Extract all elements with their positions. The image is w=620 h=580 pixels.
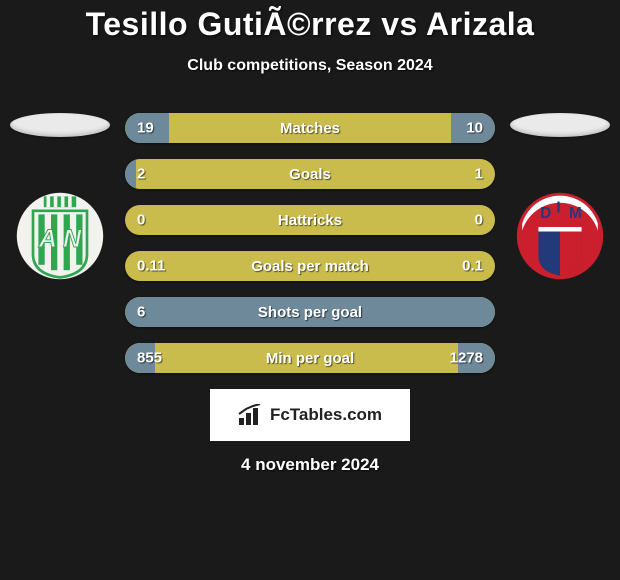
- stat-value-right: 0: [475, 212, 483, 229]
- stats-bars: 19Matches102Goals10Hattricks00.11Goals p…: [125, 113, 495, 373]
- svg-text:I: I: [556, 200, 560, 217]
- stat-value-right: 1278: [450, 350, 483, 367]
- stat-label: Goals per match: [251, 258, 369, 275]
- left-flag-icon: [10, 113, 110, 137]
- right-club-logo: D I M: [515, 191, 605, 281]
- stat-label: Hattricks: [278, 212, 342, 229]
- branding-badge: FcTables.com: [210, 389, 410, 441]
- stat-label: Shots per goal: [258, 304, 362, 321]
- stat-row: 19 Matches 10: [125, 113, 495, 143]
- stat-value-right: 1: [475, 166, 483, 183]
- stat-value-left: 0.11: [137, 258, 165, 275]
- comparison-content: A N D I M 19Matches102Goals10Hattricks00…: [0, 113, 620, 373]
- left-club-logo: A N: [15, 191, 105, 281]
- atletico-nacional-icon: A N: [15, 191, 105, 281]
- svg-text:M: M: [569, 205, 582, 222]
- page-title: Tesillo GutiÃ©rrez vs Arizala: [0, 0, 620, 43]
- fctables-chart-icon: [238, 404, 264, 426]
- stat-value-left: 0: [137, 212, 145, 229]
- stat-value-left: 19: [137, 120, 154, 137]
- branding-text: FcTables.com: [270, 405, 382, 425]
- svg-text:A N: A N: [38, 225, 82, 253]
- page-subtitle: Club competitions, Season 2024: [0, 57, 620, 75]
- right-flag-icon: [510, 113, 610, 137]
- stat-label: Goals: [289, 166, 331, 183]
- stat-row: 0 Hattricks 0: [125, 205, 495, 235]
- stat-label: Matches: [280, 120, 340, 137]
- stat-value-right: 0.1: [462, 258, 483, 275]
- right-player-column: D I M: [500, 113, 620, 281]
- stat-row: 0.11 Goals per match 0.1: [125, 251, 495, 281]
- left-player-column: A N: [0, 113, 120, 281]
- stat-fill-left: [125, 159, 136, 189]
- stat-value-right: 10: [466, 120, 483, 137]
- independiente-medellin-icon: D I M: [515, 191, 605, 281]
- stat-label: Min per goal: [266, 350, 354, 367]
- stat-row: 2 Goals 1: [125, 159, 495, 189]
- stat-row: 6 Shots per goal: [125, 297, 495, 327]
- stat-value-left: 855: [137, 350, 162, 367]
- stat-value-left: 2: [137, 166, 145, 183]
- svg-text:D: D: [540, 205, 551, 222]
- stat-row: 855 Min per goal 1278: [125, 343, 495, 373]
- date-label: 4 november 2024: [0, 455, 620, 475]
- stat-value-left: 6: [137, 304, 145, 321]
